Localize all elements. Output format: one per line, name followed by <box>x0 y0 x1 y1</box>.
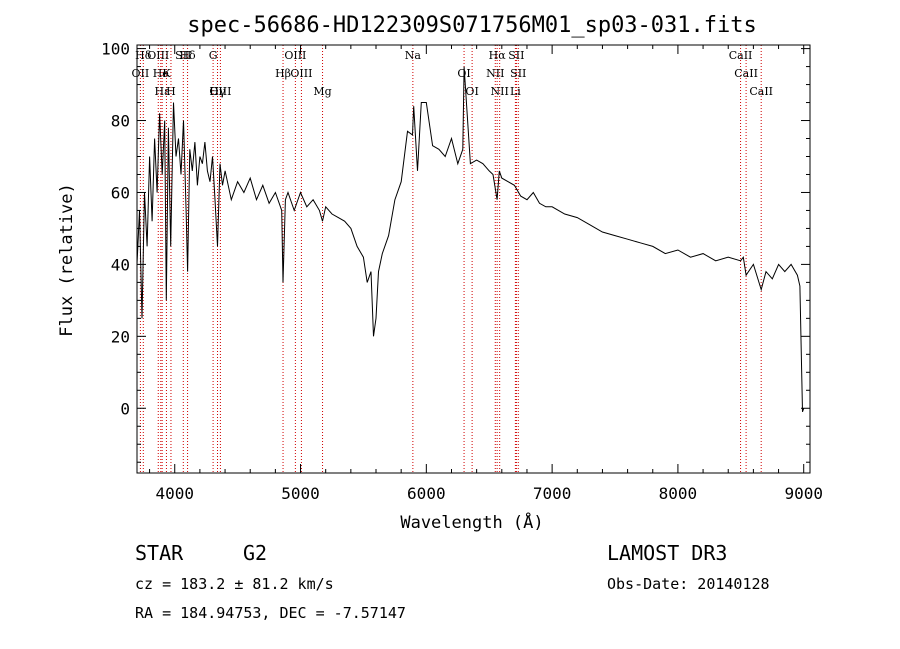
line-marker-label: H <box>166 85 176 98</box>
line-marker-label: Hβ <box>275 67 291 80</box>
x-tick-label: 7000 <box>533 484 572 503</box>
line-marker-label: CaII <box>734 67 758 80</box>
object-subclass: G2 <box>243 541 267 565</box>
y-axis-ticks: 0 20 40 60 80 100 <box>101 40 810 463</box>
line-markers <box>139 45 762 473</box>
x-tick-label: 4000 <box>155 484 194 503</box>
line-marker-label: K <box>162 67 171 80</box>
line-marker-label: OII <box>132 67 150 80</box>
object-class: STAR <box>135 541 184 565</box>
line-marker-label: Hε <box>155 85 171 98</box>
line-marker-label: Hγ <box>209 85 226 98</box>
line-marker-label: Na <box>405 49 422 62</box>
coordinates-readout: RA = 184.94753, DEC = -7.57147 <box>135 604 406 622</box>
line-marker-label: Hα <box>489 49 507 62</box>
line-marker-label: OI <box>465 85 478 98</box>
x-axis-ticks: 4000 5000 6000 7000 8000 9000 <box>149 45 823 503</box>
x-tick-label: 5000 <box>281 484 320 503</box>
line-marker-label: SII <box>510 67 526 80</box>
line-marker-label: OIII <box>284 49 306 62</box>
line-marker-label: Hδ <box>135 49 152 62</box>
x-tick-label: 8000 <box>659 484 698 503</box>
observation-date: Obs-Date: 20140128 <box>607 575 770 593</box>
spectrum-line <box>136 66 805 413</box>
line-marker-label: G <box>209 49 218 62</box>
chart-title: spec-56686-HD122309S071756M01_sp03-031.f… <box>187 13 757 38</box>
y-tick-label: 100 <box>101 40 130 59</box>
x-tick-label: 6000 <box>407 484 446 503</box>
x-tick-label: 9000 <box>784 484 823 503</box>
line-marker-label: OIII <box>147 49 169 62</box>
line-marker-label: Hδ <box>179 49 196 62</box>
line-marker-labels: HδKHεHδOIIOIIIOIIIOIIIHγGHβMgNaOIOIHαNII… <box>132 49 773 98</box>
line-marker-label: OIII <box>209 85 231 98</box>
line-marker-label: CaII <box>749 85 773 98</box>
line-marker-label: Mg <box>313 85 331 98</box>
line-marker-label: SII <box>508 49 524 62</box>
line-marker-label: He <box>153 67 169 80</box>
line-marker-label: NII <box>486 67 504 80</box>
y-tick-label: 20 <box>111 327 130 346</box>
y-tick-label: 40 <box>111 255 130 274</box>
line-marker-label: SII <box>175 49 191 62</box>
x-axis-label: Wavelength (Å) <box>400 511 543 533</box>
line-marker-label: CaII <box>729 49 753 62</box>
line-marker-label: NII <box>491 85 509 98</box>
y-tick-label: 0 <box>120 399 130 418</box>
plot-frame <box>136 44 811 474</box>
line-marker-label: OIII <box>290 67 312 80</box>
y-axis-label: Flux (relative) <box>57 183 77 337</box>
survey-name: LAMOST DR3 <box>607 541 727 565</box>
redshift-readout: cz = 183.2 ± 81.2 km/s <box>135 575 334 593</box>
y-tick-label: 60 <box>111 183 130 202</box>
line-marker-label: Li <box>510 85 521 98</box>
y-tick-label: 80 <box>111 112 130 131</box>
